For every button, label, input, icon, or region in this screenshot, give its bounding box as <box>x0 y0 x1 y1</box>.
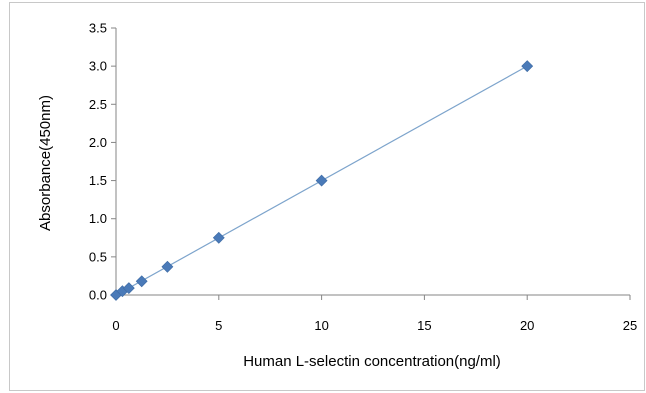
y-axis-title: Absorbance(450nm) <box>37 95 54 231</box>
y-tick-label: 3.0 <box>89 59 107 74</box>
x-tick-label: 0 <box>112 318 119 333</box>
y-tick-label: 1.5 <box>89 173 107 188</box>
data-point <box>122 282 135 295</box>
y-tick-label: 3.5 <box>89 21 107 36</box>
x-tick-label: 25 <box>623 318 637 333</box>
y-tick-label: 0.0 <box>89 288 107 303</box>
x-tick-label: 5 <box>215 318 222 333</box>
y-tick-labels: 0.0 0.5 1.0 1.5 2.0 2.5 3.0 3.5 <box>89 21 107 303</box>
x-axis-title: Human L-selectin concentration(ng/ml) <box>243 353 501 370</box>
x-tick-label: 15 <box>417 318 431 333</box>
y-tick-label: 1.0 <box>89 211 107 226</box>
data-point <box>212 231 225 244</box>
chart-frame <box>9 2 645 391</box>
y-tick-label: 2.5 <box>89 97 107 112</box>
data-point <box>315 174 328 187</box>
x-tick-labels: 0 5 10 15 20 25 <box>112 318 637 333</box>
y-tick-label: 0.5 <box>89 249 107 264</box>
y-tick-label: 2.0 <box>89 135 107 150</box>
x-tick-label: 20 <box>520 318 534 333</box>
data-point <box>135 275 148 288</box>
x-tick-label: 10 <box>314 318 328 333</box>
data-point <box>521 60 534 73</box>
data-point <box>161 260 174 273</box>
